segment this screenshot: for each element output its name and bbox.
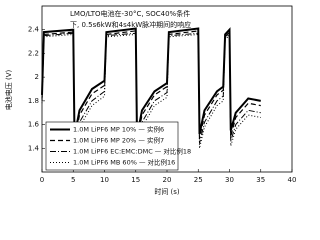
y-axis-label: 电池电压 (V) [4,69,13,110]
x-tick-label: 5 [71,176,75,184]
x-tick-label: 25 [194,176,203,184]
legend-label: 1.0M LiPF6 MB 60% — 对比例16 [73,158,175,167]
x-tick-label: 0 [40,176,44,184]
x-tick-label: 40 [288,176,297,184]
y-tick-label: 2 [35,73,39,81]
x-axis-label: 时间 (s) [154,187,180,196]
x-tick-label: 35 [256,176,265,184]
y-tick-label: 1.8 [28,97,39,105]
legend-label: 1.0M LiPF6 MP 10% — 实例6 [73,125,164,134]
legend-label: 1.0M LiPF6 EC:EMC:DMC — 对比例18 [73,147,191,156]
chart-title: LMO/LTO电池在-30°C, SOC40%条件 [70,9,190,18]
x-tick-label: 20 [163,176,172,184]
chart: LMO/LTO电池在-30°C, SOC40%条件 下, 0.5s6kW和4s4… [4,5,297,196]
legend-label: 1.0M LiPF6 MP 20% — 实例7 [73,136,164,145]
x-tick-label: 10 [100,176,109,184]
x-tick-label: 30 [225,176,234,184]
chart-title: 下, 0.5s6kW和4s4kW脉冲期间的响应 [70,20,191,29]
y-tick-label: 2.2 [28,49,39,57]
y-tick-label: 2.4 [28,26,40,34]
x-tick-label: 15 [131,176,140,184]
y-tick-label: 1.6 [28,121,40,129]
y-tick-label: 1.4 [28,144,40,152]
